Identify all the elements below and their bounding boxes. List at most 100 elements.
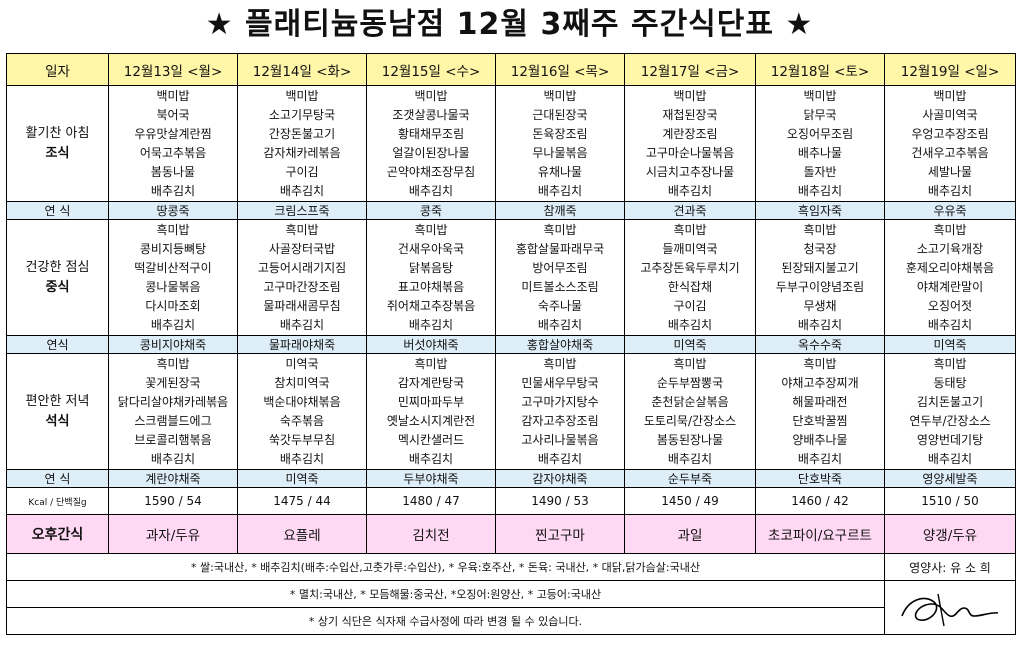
menu-item: 소고기육개장	[916, 241, 984, 256]
menu-item: 흑미밥	[933, 222, 967, 237]
menu-item: 곤약야채조장무침	[386, 164, 476, 179]
menu-item: 흑미밥	[673, 356, 707, 371]
notes-row-3: * 상기 식단은 식자재 수급사정에 따라 변경 될 수 있습니다.	[6, 607, 1016, 635]
menu-item: 배추김치	[408, 451, 454, 466]
menu-item: 두부구이양념조림	[775, 279, 865, 294]
menu-item: 배추김치	[150, 317, 196, 332]
menu-item: 다시마조회	[145, 298, 201, 313]
menu-item: 얼갈이된장나물	[392, 145, 470, 160]
menu-item: 배추김치	[408, 183, 454, 198]
menu-item: 방어무조림	[532, 260, 588, 275]
menu-item: 배추김치	[537, 451, 583, 466]
dinner-day-cell: 흑미밥 꽃게된장국 닭다리살야채카레볶음 스크램블드에그 브로콜리햄볶음 배추김치	[108, 353, 238, 470]
menu-item: 오징어젓	[927, 298, 973, 313]
nutrition-day-cell: 1475 / 44	[237, 487, 367, 515]
nutrition-day-cell: 1460 / 42	[755, 487, 885, 515]
breakfast-day-cell: 백미밥 재첩된장국 계란장조림 고구마순나물볶음 시금치고추장나물 배추김치	[624, 85, 756, 202]
menu-item: 우엉고추장조림	[911, 126, 989, 141]
menu-item: 구이김	[673, 298, 707, 313]
menu-item: 스크램블드에그	[134, 413, 212, 428]
porridge-label: 연식	[6, 335, 109, 354]
snack3-day-cell: 감자야채죽	[495, 469, 625, 488]
signature-image	[901, 593, 999, 626]
dinner-row: 편안한 저녁 석식 흑미밥 꽃게된장국 닭다리살야채카레볶음 스크램블드에그 브로콜리햄볶…	[6, 353, 1016, 470]
menu-item: 야채고추장찌개	[781, 375, 859, 390]
lunch-day-cell: 흑미밥 콩비지등뼈탕 떡갈비산적구이 콩나물볶음 다시마조회 배추김치	[108, 219, 238, 336]
lunch-day-cell: 흑미밥 들깨미역국 고추장돈육두루치기 한식잡채 구이김 배추김치	[624, 219, 756, 336]
snack2-day-cell: 미역죽	[884, 335, 1016, 354]
menu-item: 무나물볶음	[532, 145, 588, 160]
menu-item: 사골장터국밥	[268, 241, 336, 256]
menu-item: 사골미역국	[922, 107, 978, 122]
snack2-day-cell: 미역죽	[624, 335, 756, 354]
menu-item: 단호박꿀찜	[792, 413, 848, 428]
dinner-day-cell: 흑미밥 야채고추장찌개 해물파래전 단호박꿀찜 양배추나물 배추김치	[755, 353, 885, 470]
snack1-day-cell: 흑임자죽	[755, 201, 885, 220]
menu-item: 백미밥	[543, 88, 577, 103]
menu-item: 오징어무조림	[786, 126, 854, 141]
afternoon-snack-label: 오후간식	[6, 514, 109, 554]
menu-item: 백미밥	[414, 88, 448, 103]
menu-item: 배추김치	[150, 451, 196, 466]
menu-item: 흑미밥	[673, 222, 707, 237]
menu-item: 세발나물	[927, 164, 973, 179]
snack3-day-cell: 미역죽	[237, 469, 367, 488]
menu-item: 물파래새콤무침	[263, 298, 341, 313]
menu-item: 고구마순나물볶음	[645, 145, 735, 160]
nutrition-day-cell: 1590 / 54	[108, 487, 238, 515]
menu-item: 유채나물	[537, 164, 583, 179]
lunch-day-cell: 흑미밥 소고기육개장 훈제오리야채볶음 야채계란말이 오징어젓 배추김치	[884, 219, 1016, 336]
porridge-label: 연 식	[6, 469, 109, 488]
menu-item: 배추김치	[667, 317, 713, 332]
menu-item: 봄동나물	[150, 164, 196, 179]
menu-item: 숙주나물	[537, 298, 583, 313]
menu-item: 미역국	[285, 356, 319, 371]
nutrition-day-cell: 1480 / 47	[366, 487, 496, 515]
snack2-day-cell: 콩비지야채죽	[108, 335, 238, 354]
porridge-row-3: 연 식 계란야채죽 미역죽 두부야채죽 감자야채죽 순두부죽 단호박죽 영양세발죽	[6, 469, 1016, 488]
porridge-row-2: 연식 콩비지야채죽 물파래야채죽 버섯야채죽 홍합살야채죽 미역죽 옥수수죽 미역죽	[6, 335, 1016, 354]
menu-item: 근대된장국	[532, 107, 588, 122]
menu-item: 숙주볶음	[279, 413, 325, 428]
breakfast-day-cell: 백미밥 사골미역국 우엉고추장조림 건새우고추볶음 세발나물 배추김치	[884, 85, 1016, 202]
lunch-day-cell: 흑미밥 홍합살물파래무국 방어무조림 미트볼소스조림 숙주나물 배추김치	[495, 219, 625, 336]
snack1-day-cell: 크림스프죽	[237, 201, 367, 220]
menu-item: 배추김치	[927, 317, 973, 332]
menu-item: 배추김치	[537, 183, 583, 198]
nutrition-day-cell: 1450 / 49	[624, 487, 756, 515]
menu-item: 도토리묵/간장소스	[643, 413, 737, 428]
lunch-day-cell: 흑미밥 사골장터국밥 고등어시래기지짐 고구마간장조림 물파래새콤무침 배추김치	[237, 219, 367, 336]
menu-item: 시금치고추장나물	[645, 164, 735, 179]
menu-item: 고등어시래기지짐	[257, 260, 347, 275]
snack2-day-cell: 옥수수죽	[755, 335, 885, 354]
menu-item: 어묵고추볶음	[139, 145, 207, 160]
menu-item: 구이김	[285, 164, 319, 179]
menu-item: 꽃게된장국	[145, 375, 201, 390]
dietitian-name: 영양사: 유 소 희	[884, 553, 1016, 581]
menu-item: 배추김치	[279, 183, 325, 198]
menu-item: 해물파래전	[792, 394, 848, 409]
breakfast-day-cell: 백미밥 근대된장국 돈육장조림 무나물볶음 유채나물 배추김치	[495, 85, 625, 202]
breakfast-label-line2: 조식	[45, 145, 70, 161]
menu-item: 배추김치	[279, 317, 325, 332]
nutrition-day-cell: 1490 / 53	[495, 487, 625, 515]
menu-item: 훈제오리야채볶음	[905, 260, 995, 275]
menu-item: 고구마간장조림	[263, 279, 341, 294]
porridge-row-1: 연 식 땅콩죽 크림스프죽 콩죽 참깨죽 견과죽 흑임자죽 우유죽	[6, 201, 1016, 220]
menu-item: 떡갈비산적구이	[134, 260, 212, 275]
day-header: 12월19일 <일>	[884, 53, 1016, 86]
menu-item: 동태탕	[933, 375, 967, 390]
menu-item: 백미밥	[156, 88, 190, 103]
menu-item: 봄동된장나물	[656, 432, 724, 447]
dinner-label-line2: 석식	[45, 413, 70, 429]
menu-item: 영양번데기탕	[916, 432, 984, 447]
afternoon-day-cell: 과일	[624, 514, 756, 554]
menu-item: 배추김치	[927, 451, 973, 466]
menu-item: 흑미밥	[543, 222, 577, 237]
menu-item: 황태채무조림	[397, 126, 465, 141]
snack3-day-cell: 계란야채죽	[108, 469, 238, 488]
menu-item: 배추김치	[408, 317, 454, 332]
signature-cell	[884, 580, 1016, 635]
afternoon-day-cell: 요플레	[237, 514, 367, 554]
porridge-label: 연 식	[6, 201, 109, 220]
